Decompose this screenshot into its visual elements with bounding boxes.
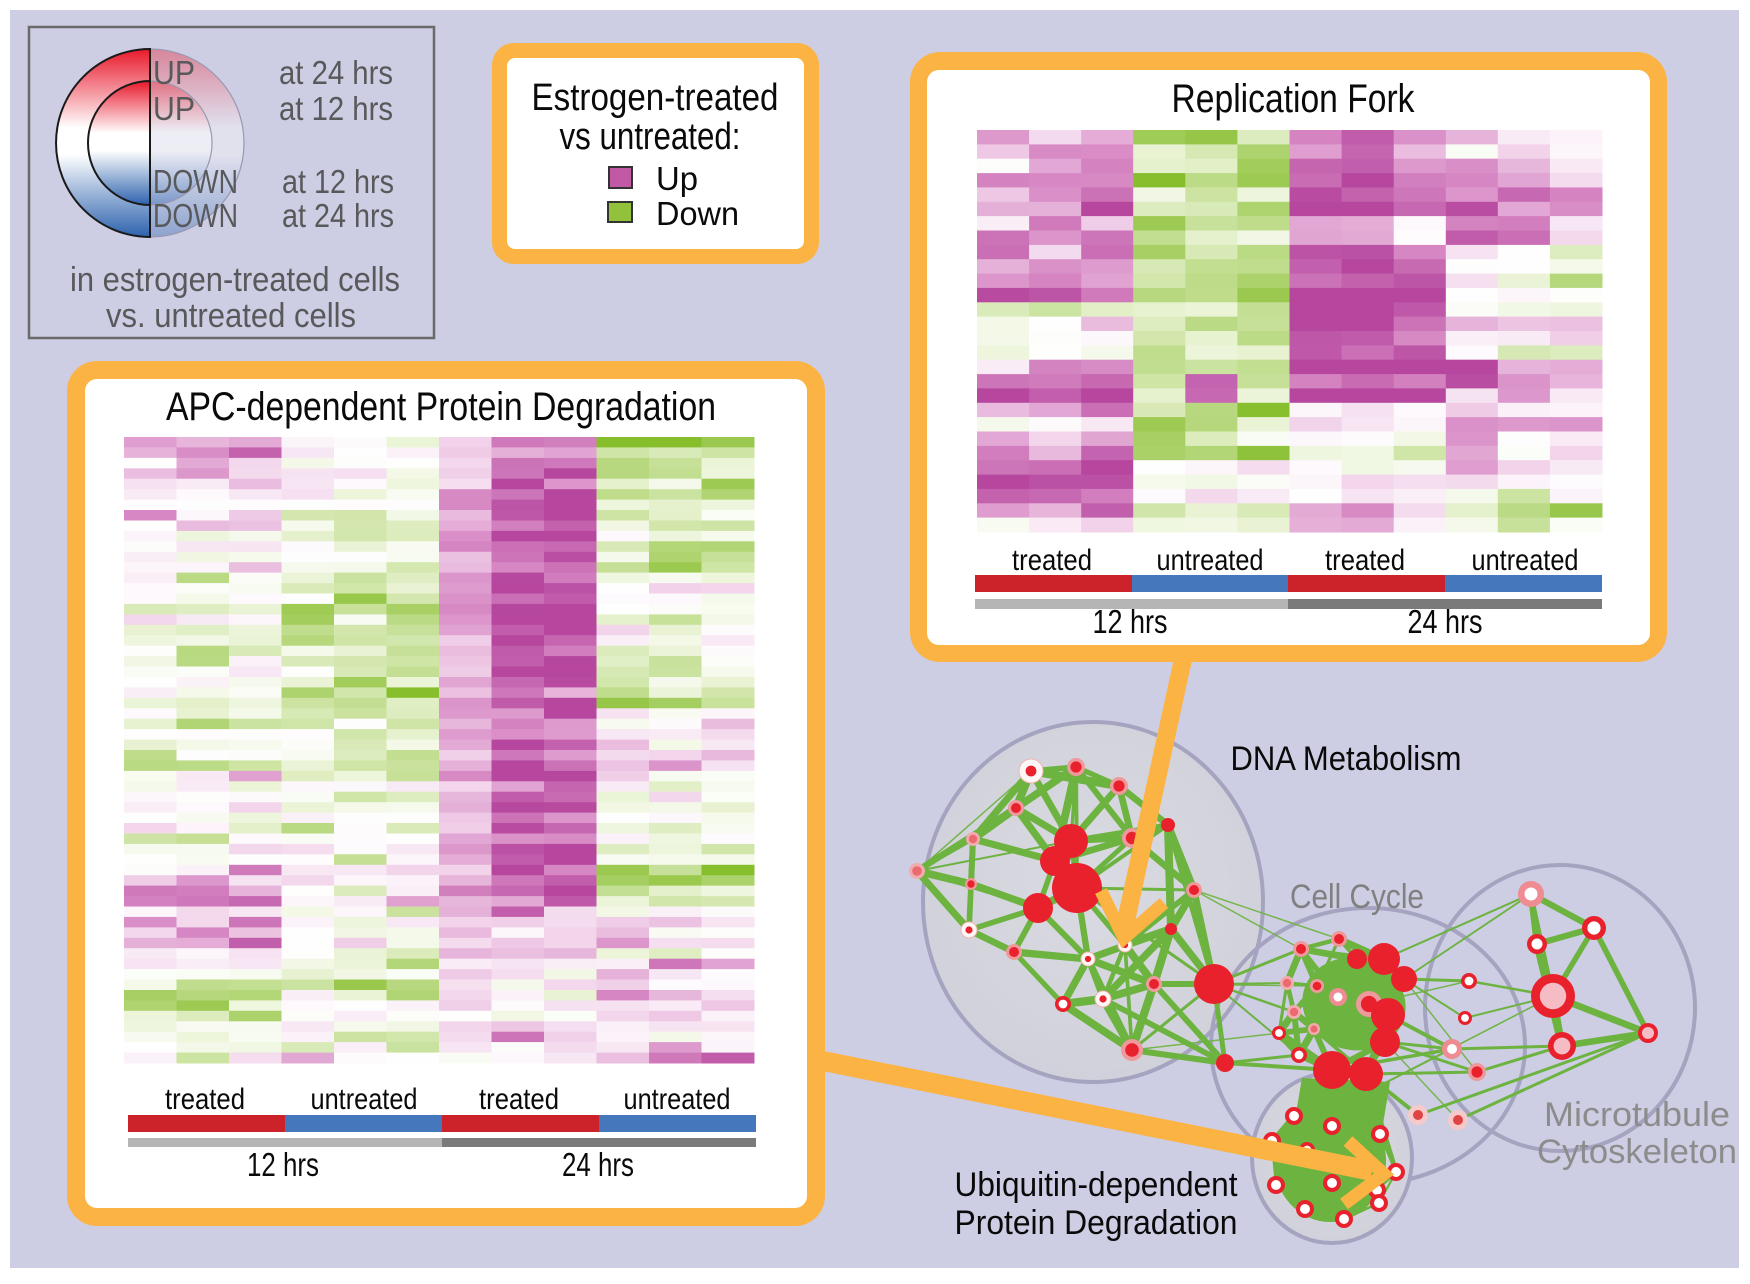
svg-text:UP: UP	[153, 54, 195, 91]
svg-text:DOWN: DOWN	[153, 163, 238, 200]
svg-text:UP: UP	[153, 90, 195, 127]
svg-text:Up: Up	[656, 160, 698, 197]
svg-text:at 12 hrs: at 12 hrs	[282, 163, 394, 200]
svg-text:Cell Cycle: Cell Cycle	[1290, 878, 1424, 916]
svg-text:Estrogen-treated: Estrogen-treated	[532, 77, 779, 119]
svg-text:Down: Down	[656, 195, 739, 232]
svg-text:24 hrs: 24 hrs	[562, 1146, 634, 1183]
svg-text:Protein Degradation: Protein Degradation	[955, 1204, 1238, 1242]
svg-text:Ubiquitin-dependent: Ubiquitin-dependent	[955, 1166, 1239, 1204]
svg-text:in estrogen-treated cells: in estrogen-treated cells	[70, 261, 400, 299]
svg-text:untreated: untreated	[624, 1083, 731, 1116]
svg-text:Replication Fork: Replication Fork	[1172, 77, 1416, 121]
svg-text:treated: treated	[1325, 544, 1405, 577]
svg-text:Microtubule: Microtubule	[1544, 1096, 1730, 1134]
svg-text:DNA Metabolism: DNA Metabolism	[1231, 740, 1462, 778]
svg-text:APC-dependent Protein Degradat: APC-dependent Protein Degradation	[166, 385, 716, 429]
svg-text:12 hrs: 12 hrs	[1093, 603, 1168, 640]
svg-text:12 hrs: 12 hrs	[247, 1146, 319, 1183]
svg-text:untreated: untreated	[1157, 544, 1264, 577]
svg-text:untreated: untreated	[1472, 544, 1579, 577]
svg-text:DOWN: DOWN	[153, 197, 238, 234]
svg-text:at 24 hrs: at 24 hrs	[282, 197, 394, 234]
svg-text:treated: treated	[165, 1083, 245, 1116]
svg-text:at 12 hrs: at 12 hrs	[279, 90, 393, 127]
svg-text:vs untreated:: vs untreated:	[560, 116, 741, 158]
svg-text:untreated: untreated	[311, 1083, 418, 1116]
svg-text:treated: treated	[479, 1083, 559, 1116]
svg-text:at 24 hrs: at 24 hrs	[279, 54, 393, 91]
svg-text:Cytoskeleton: Cytoskeleton	[1537, 1133, 1737, 1171]
svg-text:vs. untreated cells: vs. untreated cells	[106, 297, 356, 335]
svg-text:treated: treated	[1012, 544, 1092, 577]
svg-text:24 hrs: 24 hrs	[1408, 603, 1483, 640]
